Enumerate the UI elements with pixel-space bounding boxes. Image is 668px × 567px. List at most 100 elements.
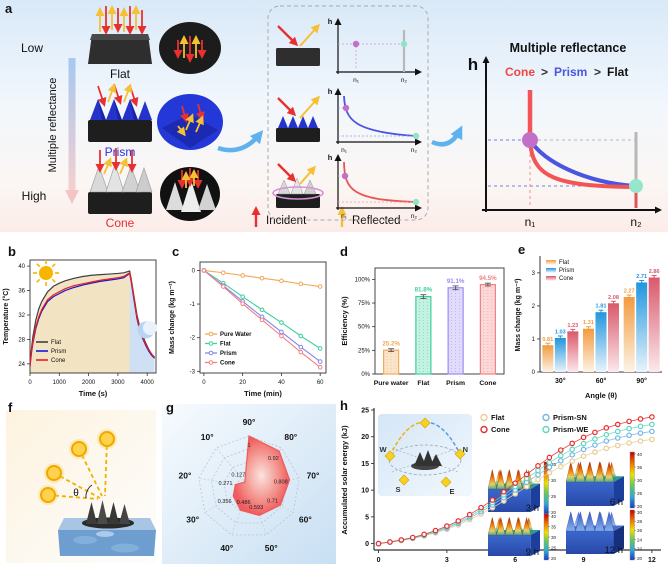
svg-text:50°: 50°	[265, 543, 278, 553]
panel-label-g: g	[166, 400, 174, 415]
svg-text:25.2%: 25.2%	[382, 341, 400, 348]
svg-text:1.31: 1.31	[583, 320, 594, 326]
svg-text:>: >	[594, 65, 601, 79]
thermal-inset: 6 h	[565, 461, 624, 508]
svg-text:30°: 30°	[555, 377, 566, 385]
big-graph-title: Multiple reflectance	[510, 41, 627, 55]
svg-text:Prism: Prism	[446, 380, 465, 387]
thermal-inset: 9 h	[487, 517, 540, 558]
svg-text:1000: 1000	[53, 380, 67, 386]
svg-text:10°: 10°	[201, 432, 214, 442]
mini-graph-flat: h n₁ n₂	[328, 17, 422, 84]
svg-text:24: 24	[637, 537, 643, 542]
chart-c-mass-change: 0 20 40 60 0 -1 -2 -3 Time (min) Mass change (kg …	[169, 261, 327, 398]
svg-text:36: 36	[18, 289, 25, 295]
svg-text:25: 25	[361, 408, 369, 415]
incident-label: Incident	[266, 215, 307, 227]
svg-text:12: 12	[648, 557, 656, 564]
svg-text:Flat: Flat	[417, 380, 430, 387]
svg-text:100%: 100%	[355, 277, 371, 283]
svg-text:26: 26	[637, 528, 643, 533]
panel-label-c: c	[172, 244, 180, 259]
svg-text:35: 35	[551, 462, 557, 467]
svg-text:25: 25	[551, 494, 557, 499]
svg-text:10: 10	[361, 488, 369, 495]
svg-text:>: >	[541, 65, 548, 79]
cone-label: Cone	[106, 216, 135, 230]
svg-text:9: 9	[582, 557, 586, 564]
svg-text:90°: 90°	[243, 417, 256, 427]
svg-text:25%: 25%	[358, 348, 371, 354]
svg-text:Prism-SN: Prism-SN	[553, 413, 587, 422]
reflected-label: Reflected	[352, 215, 401, 227]
svg-text:3000: 3000	[111, 380, 125, 386]
rank-cone: Cone	[505, 65, 535, 79]
svg-text:n₂: n₂	[401, 77, 408, 84]
prism-label: Prism	[105, 145, 136, 159]
rank-prism: Prism	[554, 65, 587, 79]
flat-block-top	[90, 34, 150, 40]
svg-text:W: W	[379, 445, 387, 454]
svg-text:94.5%: 94.5%	[479, 275, 497, 282]
rank-flat: Flat	[607, 65, 628, 79]
svg-text:Prism: Prism	[559, 268, 574, 274]
svg-text:20: 20	[361, 434, 369, 441]
panel-a-schematic: Multiple reflectance Low High Flat Prism…	[0, 0, 668, 232]
svg-text:Temperature (°C): Temperature (°C)	[2, 288, 10, 344]
svg-text:0.71: 0.71	[267, 499, 278, 505]
mini-prism-teeth	[278, 116, 318, 128]
mini-cone-block	[276, 194, 320, 208]
svg-text:n₁: n₁	[341, 147, 348, 154]
svg-text:20: 20	[637, 504, 643, 509]
svg-text:n₁: n₁	[353, 77, 360, 84]
compass-inset: W N S E	[378, 414, 472, 496]
flat-block	[88, 34, 152, 64]
svg-text:2000: 2000	[82, 380, 96, 386]
svg-text:20°: 20°	[179, 471, 192, 481]
svg-text:Pure Water: Pure Water	[220, 332, 252, 338]
svg-text:-3: -3	[190, 369, 196, 375]
svg-text:Angle (θ): Angle (θ)	[585, 391, 617, 400]
svg-text:24: 24	[18, 362, 25, 368]
ray-arrows	[95, 5, 207, 189]
svg-text:32: 32	[18, 313, 25, 319]
svg-text:Efficiency (%): Efficiency (%)	[340, 296, 349, 346]
mini-flat-block	[276, 48, 320, 66]
mini-incident-3	[277, 163, 297, 183]
svg-text:5: 5	[365, 514, 369, 521]
svg-text:81.8%: 81.8%	[415, 287, 433, 294]
svg-text:Flat: Flat	[491, 413, 505, 422]
svg-text:20: 20	[239, 380, 246, 386]
svg-text:75%: 75%	[358, 301, 371, 307]
svg-text:28: 28	[637, 519, 643, 524]
svg-text:60°: 60°	[299, 515, 312, 525]
svg-text:40°: 40°	[220, 543, 233, 553]
svg-text:35: 35	[637, 465, 643, 470]
svg-text:30: 30	[637, 478, 643, 483]
svg-text:20: 20	[551, 510, 557, 515]
prism-topview-facet	[162, 114, 218, 148]
svg-text:30: 30	[637, 510, 643, 515]
panel-label-f: f	[8, 400, 13, 415]
thermal-inset: 12 h	[565, 511, 624, 556]
svg-text:0: 0	[377, 557, 381, 564]
svg-text:-1: -1	[190, 302, 196, 308]
svg-text:n₂: n₂	[630, 215, 642, 229]
cone-block-cones	[89, 163, 153, 193]
cone-sample	[82, 500, 134, 529]
mini-incident-2	[277, 97, 297, 117]
svg-text:h: h	[328, 153, 333, 162]
svg-text:35: 35	[551, 524, 557, 529]
svg-text:28: 28	[18, 337, 25, 343]
svg-text:Prism: Prism	[220, 351, 237, 357]
svg-text:h: h	[328, 87, 333, 96]
mini-graph-prism: h n₁ n₂	[328, 87, 422, 154]
svg-text:0: 0	[532, 370, 536, 376]
mini-reflected-1	[299, 23, 321, 47]
mini-prism-block	[276, 128, 320, 142]
svg-text:40: 40	[278, 380, 285, 386]
reflectance-arrowhead	[65, 190, 79, 204]
svg-text:1: 1	[247, 443, 250, 449]
svg-text:Cone: Cone	[51, 358, 66, 364]
panel-f-schematic: θ	[6, 410, 156, 563]
